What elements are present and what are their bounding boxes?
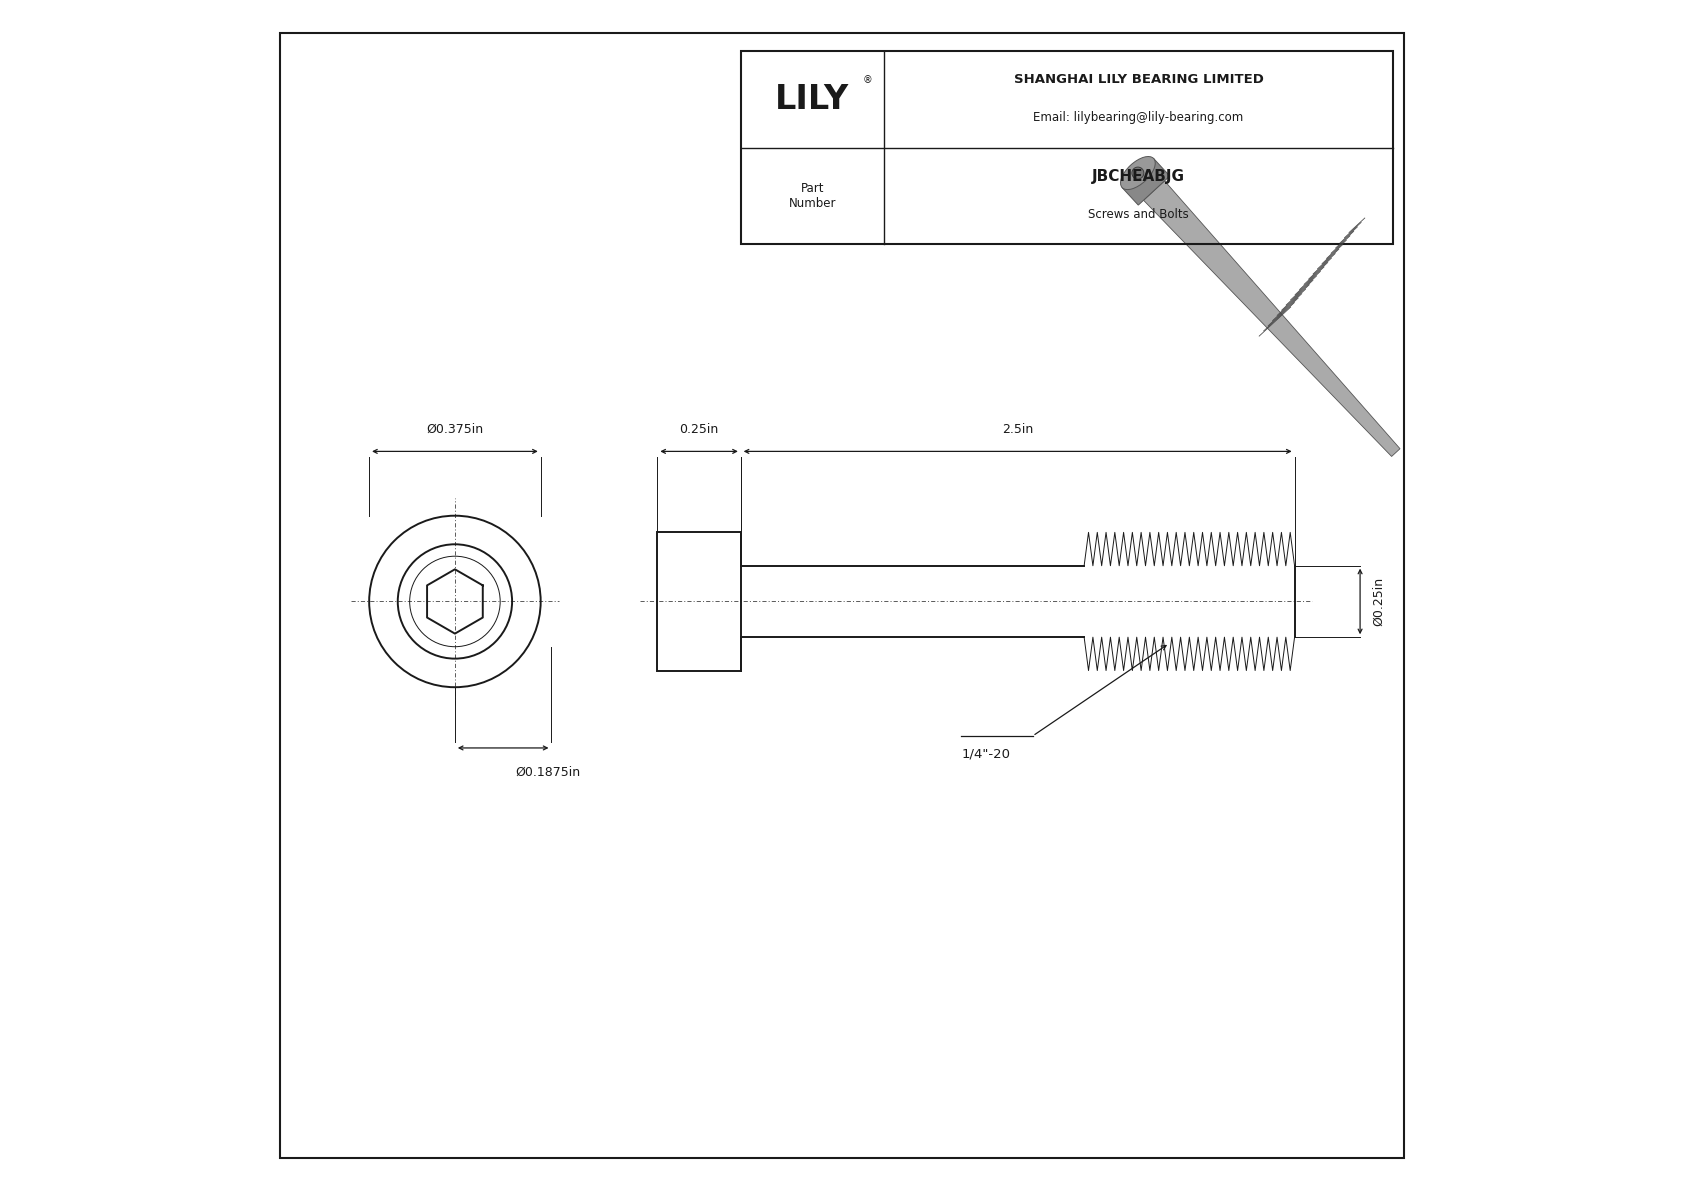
Text: Email: lilybearing@lily-bearing.com: Email: lilybearing@lily-bearing.com: [1034, 111, 1244, 124]
Text: JBCHEABJG: JBCHEABJG: [1091, 169, 1186, 185]
Text: Ø0.25in: Ø0.25in: [1372, 576, 1384, 626]
Circle shape: [1132, 167, 1143, 179]
Text: Screws and Bolts: Screws and Bolts: [1088, 208, 1189, 222]
Text: 1/4"-20: 1/4"-20: [962, 748, 1010, 761]
Polygon shape: [1122, 158, 1170, 205]
Bar: [657, 532, 741, 671]
Text: LILY: LILY: [775, 83, 849, 116]
Text: 2.5in: 2.5in: [1002, 423, 1034, 436]
Text: 0.25in: 0.25in: [679, 423, 719, 436]
Polygon shape: [1143, 181, 1399, 456]
Ellipse shape: [1120, 156, 1155, 189]
Bar: [741, 51, 1393, 244]
Text: SHANGHAI LILY BEARING LIMITED: SHANGHAI LILY BEARING LIMITED: [1014, 73, 1263, 86]
Text: Part
Number: Part Number: [788, 182, 835, 210]
Text: ®: ®: [862, 75, 872, 86]
Text: Ø0.1875in: Ø0.1875in: [515, 766, 581, 779]
Text: Ø0.375in: Ø0.375in: [426, 423, 483, 436]
